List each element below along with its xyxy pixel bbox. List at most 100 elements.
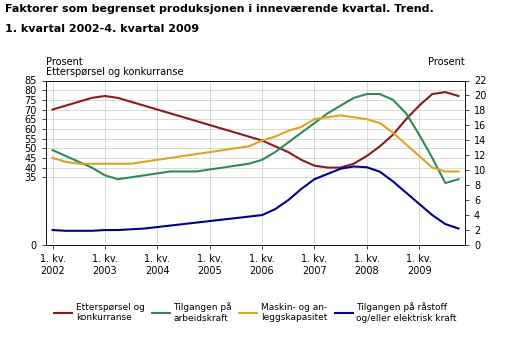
Tilgangen på
arbeidskraft xyxy=(220,166,226,170)
Etterspørsel og
konkurranse xyxy=(324,166,331,170)
Tilgangen på
arbeidskraft xyxy=(233,163,239,168)
Tilgangen på
arbeidskraft xyxy=(180,169,187,174)
Maskin- og an-
leggskapasitet xyxy=(324,115,331,119)
Tilgangen på
arbeidskraft xyxy=(272,150,278,154)
Tilgangen på råstoff
og/eller elektrisk kraft xyxy=(455,226,461,231)
Tilgangen på
arbeidskraft xyxy=(76,160,82,164)
Maskin- og an-
leggskapasitet xyxy=(351,115,357,119)
Line: Maskin- og an-
leggskapasitet: Maskin- og an- leggskapasitet xyxy=(53,116,458,172)
Etterspørsel og
konkurranse xyxy=(50,107,56,112)
Etterspørsel og
konkurranse xyxy=(364,154,370,158)
Tilgangen på råstoff
og/eller elektrisk kraft xyxy=(89,229,95,233)
Maskin- og an-
leggskapasitet xyxy=(298,125,305,129)
Tilgangen på råstoff
og/eller elektrisk kraft xyxy=(311,177,317,181)
Tilgangen på
arbeidskraft xyxy=(416,133,422,137)
Etterspørsel og
konkurranse xyxy=(141,104,147,108)
Tilgangen på
arbeidskraft xyxy=(89,166,95,170)
Etterspørsel og
konkurranse xyxy=(311,163,317,168)
Maskin- og an-
leggskapasitet xyxy=(364,117,370,121)
Tilgangen på råstoff
og/eller elektrisk kraft xyxy=(141,226,147,231)
Tilgangen på
arbeidskraft xyxy=(298,131,305,135)
Tilgangen på råstoff
og/eller elektrisk kraft xyxy=(338,167,344,171)
Maskin- og an-
leggskapasitet xyxy=(154,158,160,162)
Tilgangen på råstoff
og/eller elektrisk kraft xyxy=(102,228,108,232)
Maskin- og an-
leggskapasitet xyxy=(115,162,121,166)
Maskin- og an-
leggskapasitet xyxy=(76,162,82,166)
Tilgangen på råstoff
og/eller elektrisk kraft xyxy=(324,172,331,176)
Maskin- og an-
leggskapasitet xyxy=(338,113,344,118)
Maskin- og an-
leggskapasitet xyxy=(167,156,173,160)
Tilgangen på råstoff
og/eller elektrisk kraft xyxy=(154,225,160,229)
Maskin- og an-
leggskapasitet xyxy=(194,152,200,156)
Etterspørsel og
konkurranse xyxy=(285,150,291,154)
Maskin- og an-
leggskapasitet xyxy=(141,160,147,164)
Etterspørsel og
konkurranse xyxy=(246,134,252,139)
Tilgangen på råstoff
og/eller elektrisk kraft xyxy=(443,222,449,226)
Tilgangen på
arbeidskraft xyxy=(429,156,435,160)
Maskin- og an-
leggskapasitet xyxy=(443,169,449,174)
Etterspørsel og
konkurranse xyxy=(102,94,108,98)
Maskin- og an-
leggskapasitet xyxy=(233,146,239,150)
Maskin- og an-
leggskapasitet xyxy=(403,142,409,146)
Maskin- og an-
leggskapasitet xyxy=(62,160,68,164)
Tilgangen på råstoff
og/eller elektrisk kraft xyxy=(429,213,435,217)
Maskin- og an-
leggskapasitet xyxy=(390,131,396,135)
Etterspørsel og
konkurranse xyxy=(233,131,239,135)
Etterspørsel og
konkurranse xyxy=(416,104,422,108)
Tilgangen på
arbeidskraft xyxy=(206,167,213,172)
Etterspørsel og
konkurranse xyxy=(443,90,449,94)
Maskin- og an-
leggskapasitet xyxy=(455,169,461,174)
Etterspørsel og
konkurranse xyxy=(377,144,383,148)
Maskin- og an-
leggskapasitet xyxy=(272,134,278,139)
Tilgangen på råstoff
og/eller elektrisk kraft xyxy=(272,207,278,211)
Line: Etterspørsel og
konkurranse: Etterspørsel og konkurranse xyxy=(53,92,458,168)
Line: Tilgangen på råstoff
og/eller elektrisk kraft: Tilgangen på råstoff og/eller elektrisk … xyxy=(53,167,458,231)
Etterspørsel og
konkurranse xyxy=(455,94,461,98)
Maskin- og an-
leggskapasitet xyxy=(180,154,187,158)
Tilgangen på
arbeidskraft xyxy=(259,158,265,162)
Tilgangen på råstoff
og/eller elektrisk kraft xyxy=(285,198,291,202)
Etterspørsel og
konkurranse xyxy=(154,107,160,112)
Etterspørsel og
konkurranse xyxy=(429,92,435,96)
Tilgangen på
arbeidskraft xyxy=(50,148,56,152)
Etterspørsel og
konkurranse xyxy=(167,111,173,116)
Tilgangen på råstoff
og/eller elektrisk kraft xyxy=(364,165,370,169)
Tilgangen på råstoff
og/eller elektrisk kraft xyxy=(128,227,134,231)
Etterspørsel og
konkurranse xyxy=(128,100,134,104)
Maskin- og an-
leggskapasitet xyxy=(89,162,95,166)
Tilgangen på
arbeidskraft xyxy=(455,177,461,181)
Tilgangen på
arbeidskraft xyxy=(403,111,409,116)
Etterspørsel og
konkurranse xyxy=(194,119,200,123)
Text: Prosent: Prosent xyxy=(428,57,465,67)
Tilgangen på råstoff
og/eller elektrisk kraft xyxy=(194,220,200,225)
Tilgangen på råstoff
og/eller elektrisk kraft xyxy=(233,216,239,220)
Tilgangen på råstoff
og/eller elektrisk kraft xyxy=(416,202,422,206)
Maskin- og an-
leggskapasitet xyxy=(102,162,108,166)
Etterspørsel og
konkurranse xyxy=(403,117,409,121)
Tilgangen på råstoff
og/eller elektrisk kraft xyxy=(180,222,187,226)
Text: Prosent: Prosent xyxy=(46,57,83,67)
Etterspørsel og
konkurranse xyxy=(390,133,396,137)
Tilgangen på
arbeidskraft xyxy=(443,181,449,185)
Maskin- og an-
leggskapasitet xyxy=(285,129,291,133)
Etterspørsel og
konkurranse xyxy=(220,127,226,131)
Tilgangen på
arbeidskraft xyxy=(377,92,383,96)
Tilgangen på
arbeidskraft xyxy=(62,154,68,158)
Maskin- og an-
leggskapasitet xyxy=(220,148,226,152)
Tilgangen på råstoff
og/eller elektrisk kraft xyxy=(390,179,396,183)
Tilgangen på
arbeidskraft xyxy=(194,169,200,174)
Tilgangen på
arbeidskraft xyxy=(141,173,147,177)
Tilgangen på råstoff
og/eller elektrisk kraft xyxy=(115,228,121,232)
Text: Etterspørsel og konkurranse: Etterspørsel og konkurranse xyxy=(46,67,183,77)
Etterspørsel og
konkurranse xyxy=(338,166,344,170)
Tilgangen på
arbeidskraft xyxy=(128,175,134,179)
Maskin- og an-
leggskapasitet xyxy=(377,121,383,125)
Maskin- og an-
leggskapasitet xyxy=(128,162,134,166)
Etterspørsel og
konkurranse xyxy=(115,96,121,100)
Maskin- og an-
leggskapasitet xyxy=(259,138,265,142)
Etterspørsel og
konkurranse xyxy=(272,144,278,148)
Tilgangen på råstoff
og/eller elektrisk kraft xyxy=(351,164,357,169)
Etterspørsel og
konkurranse xyxy=(89,96,95,100)
Tilgangen på råstoff
og/eller elektrisk kraft xyxy=(62,229,68,233)
Tilgangen på
arbeidskraft xyxy=(102,173,108,177)
